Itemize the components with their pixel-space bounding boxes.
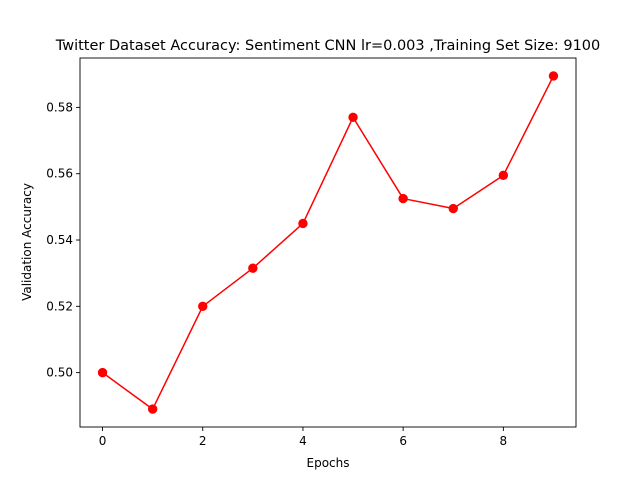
y-tick-label: 0.50 — [46, 366, 73, 380]
data-point — [248, 263, 258, 273]
data-point — [348, 112, 358, 123]
series-line — [102, 75, 555, 410]
data-point — [398, 193, 408, 204]
data-point — [448, 203, 458, 214]
data-point — [198, 301, 208, 312]
y-tick-label: 0.56 — [46, 167, 73, 181]
data-point — [298, 218, 308, 229]
x-tick-label: 0 — [99, 434, 107, 448]
x-tick-label: 2 — [199, 434, 207, 448]
chart-title: Twitter Dataset Accuracy: Sentiment CNN … — [55, 38, 601, 54]
data-point — [147, 404, 158, 414]
y-tick-label: 0.54 — [46, 233, 73, 247]
y-tick-label: 0.58 — [46, 100, 73, 114]
data-point — [548, 71, 559, 81]
y-tick-label: 0.52 — [46, 299, 73, 313]
x-axis-label: Epochs — [307, 456, 350, 470]
y-axis-label: Validation Accuracy — [20, 183, 34, 301]
data-point — [498, 170, 509, 181]
data-point — [97, 367, 108, 378]
x-tick-label: 6 — [399, 434, 407, 448]
axes-frame — [79, 57, 577, 428]
x-tick-label: 8 — [500, 434, 508, 448]
plot-area: 0 2 4 6 8 0.50 0.52 0.54 0.56 0.58 — [46, 57, 577, 448]
x-tick-label: 4 — [299, 434, 307, 448]
